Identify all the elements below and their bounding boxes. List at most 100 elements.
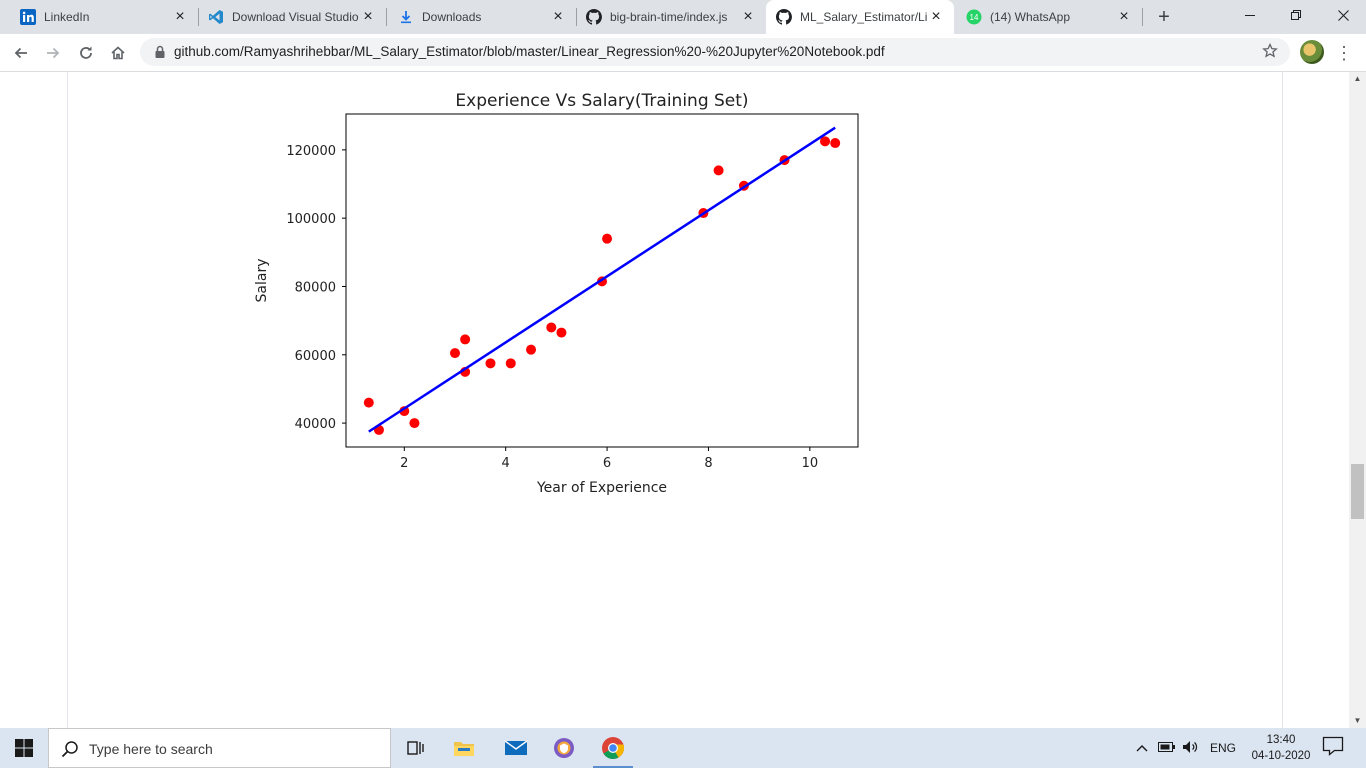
- github-icon: [776, 9, 792, 25]
- reload-icon: [80, 46, 92, 59]
- x-tick-label: 8: [704, 456, 712, 471]
- tab-linkedin[interactable]: LinkedIn ×: [0, 0, 198, 34]
- close-icon[interactable]: ×: [931, 8, 941, 25]
- x-tick-label: 2: [400, 456, 408, 471]
- data-point: [485, 358, 496, 369]
- tab-big-brain-time[interactable]: big-brain-time/index.js ×: [576, 0, 766, 34]
- y-tick-label: 40000: [295, 417, 336, 432]
- tab-title: LinkedIn: [44, 10, 90, 24]
- tab-title: Download Visual Studio: [232, 10, 359, 24]
- close-icon[interactable]: ×: [363, 8, 373, 25]
- tab-title: big-brain-time/index.js: [610, 10, 728, 24]
- system-clock[interactable]: 13:40 04-10-2020: [1248, 732, 1314, 764]
- data-point: [460, 334, 471, 345]
- home-button[interactable]: [105, 40, 131, 66]
- windows-logo-icon: [15, 739, 33, 757]
- file-explorer-button[interactable]: [440, 728, 488, 768]
- scroll-up-arrow-icon[interactable]: ▲: [1353, 74, 1362, 83]
- close-icon[interactable]: ×: [553, 8, 563, 25]
- data-point: [713, 165, 724, 176]
- url-text[interactable]: github.com/Ramyashrihebbar/ML_Salary_Est…: [174, 44, 885, 59]
- chart-title: Experience Vs Salary(Training Set): [455, 91, 748, 111]
- taskbar-search-box[interactable]: Type here to search: [48, 728, 391, 768]
- vertical-scrollbar[interactable]: ▲ ▼: [1349, 72, 1366, 728]
- bookmark-star-icon[interactable]: [1262, 43, 1278, 59]
- y-axis-label: Salary: [254, 259, 270, 303]
- tab-whatsapp[interactable]: 14 (14) WhatsApp ×: [954, 0, 1142, 34]
- mail-icon: [504, 740, 528, 755]
- browser-menu-button[interactable]: ⋮: [1335, 43, 1353, 63]
- minimize-button[interactable]: [1227, 0, 1273, 30]
- tab-strip: LinkedIn × Download Visual Studio × Down…: [0, 0, 1366, 34]
- github-icon: [586, 9, 602, 25]
- y-tick-label: 100000: [286, 212, 336, 227]
- data-point: [399, 406, 410, 417]
- windows-taskbar: Type here to search ENG 13:40 04-10-2020: [0, 728, 1366, 768]
- notification-center-button[interactable]: [1322, 736, 1346, 760]
- browser-toolbar: github.com/Ramyashrihebbar/ML_Salary_Est…: [0, 34, 1366, 72]
- tab-title: ML_Salary_Estimator/Lin: [800, 10, 928, 24]
- lock-icon[interactable]: [154, 45, 166, 59]
- tab-title: (14) WhatsApp: [990, 10, 1071, 24]
- scroll-down-arrow-icon[interactable]: ▼: [1353, 716, 1362, 725]
- folder-icon: [454, 742, 474, 756]
- whatsapp-icon: 14: [966, 9, 982, 25]
- download-icon: [398, 9, 414, 25]
- back-button[interactable]: [8, 40, 34, 66]
- notification-icon: [1322, 736, 1344, 756]
- linkedin-icon: [20, 9, 36, 25]
- x-tick-label: 6: [603, 456, 611, 471]
- plot-frame: [345, 113, 859, 448]
- close-window-button[interactable]: [1320, 0, 1366, 30]
- close-icon[interactable]: ×: [1119, 8, 1129, 25]
- data-point: [602, 233, 613, 244]
- arrow-right-icon: [47, 47, 60, 59]
- language-indicator[interactable]: ENG: [1210, 741, 1237, 755]
- restore-button[interactable]: [1273, 0, 1319, 30]
- experience-salary-chart: Experience Vs Salary(Training Set) 2 4 6 8 10…: [254, 91, 859, 496]
- arrow-left-icon: [14, 47, 27, 59]
- tab-downloads[interactable]: Downloads ×: [386, 0, 576, 34]
- document-border-left: [67, 72, 68, 728]
- scroll-thumb[interactable]: [1351, 464, 1364, 519]
- tab-ml-salary-estimator[interactable]: ML_Salary_Estimator/Lin ×: [766, 0, 954, 34]
- brave-browser-button[interactable]: [540, 728, 588, 768]
- new-tab-button[interactable]: +: [1158, 6, 1170, 28]
- data-point: [546, 322, 557, 333]
- data-point: [526, 344, 537, 355]
- y-tick-label: 120000: [286, 144, 336, 159]
- regression-line: [368, 126, 836, 433]
- close-icon[interactable]: ×: [743, 8, 753, 25]
- data-point: [830, 138, 841, 149]
- mail-button[interactable]: [492, 728, 540, 768]
- y-tick-label: 80000: [295, 280, 336, 295]
- profile-avatar[interactable]: [1300, 40, 1324, 64]
- tab-vscode[interactable]: Download Visual Studio ×: [198, 0, 386, 34]
- browser-shield-icon: [554, 738, 574, 758]
- battery-icon[interactable]: [1158, 741, 1176, 755]
- forward-button[interactable]: [40, 40, 66, 66]
- x-tick-label: 10: [802, 456, 819, 471]
- reload-button[interactable]: [73, 40, 99, 66]
- system-tray: ENG: [1136, 728, 1236, 768]
- chrome-button[interactable]: [589, 728, 637, 768]
- start-button[interactable]: [0, 728, 48, 768]
- data-point: [505, 358, 516, 369]
- task-view-button[interactable]: [392, 728, 440, 768]
- close-icon[interactable]: ×: [175, 8, 185, 25]
- clock-time: 13:40: [1266, 734, 1296, 746]
- data-point: [409, 418, 420, 429]
- volume-icon[interactable]: [1182, 740, 1200, 757]
- data-point: [820, 136, 831, 147]
- data-point: [363, 397, 374, 408]
- pdf-viewer: [0, 72, 1349, 728]
- clock-date: 04-10-2020: [1251, 750, 1311, 762]
- address-bar[interactable]: github.com/Ramyashrihebbar/ML_Salary_Est…: [140, 38, 1290, 66]
- vscode-icon: [208, 9, 224, 25]
- x-tick-label: 4: [502, 456, 510, 471]
- chevron-up-icon[interactable]: [1136, 741, 1148, 755]
- search-icon: [61, 741, 78, 758]
- task-view-icon: [407, 741, 424, 755]
- data-point: [449, 348, 460, 359]
- whatsapp-badge: 14: [970, 13, 979, 22]
